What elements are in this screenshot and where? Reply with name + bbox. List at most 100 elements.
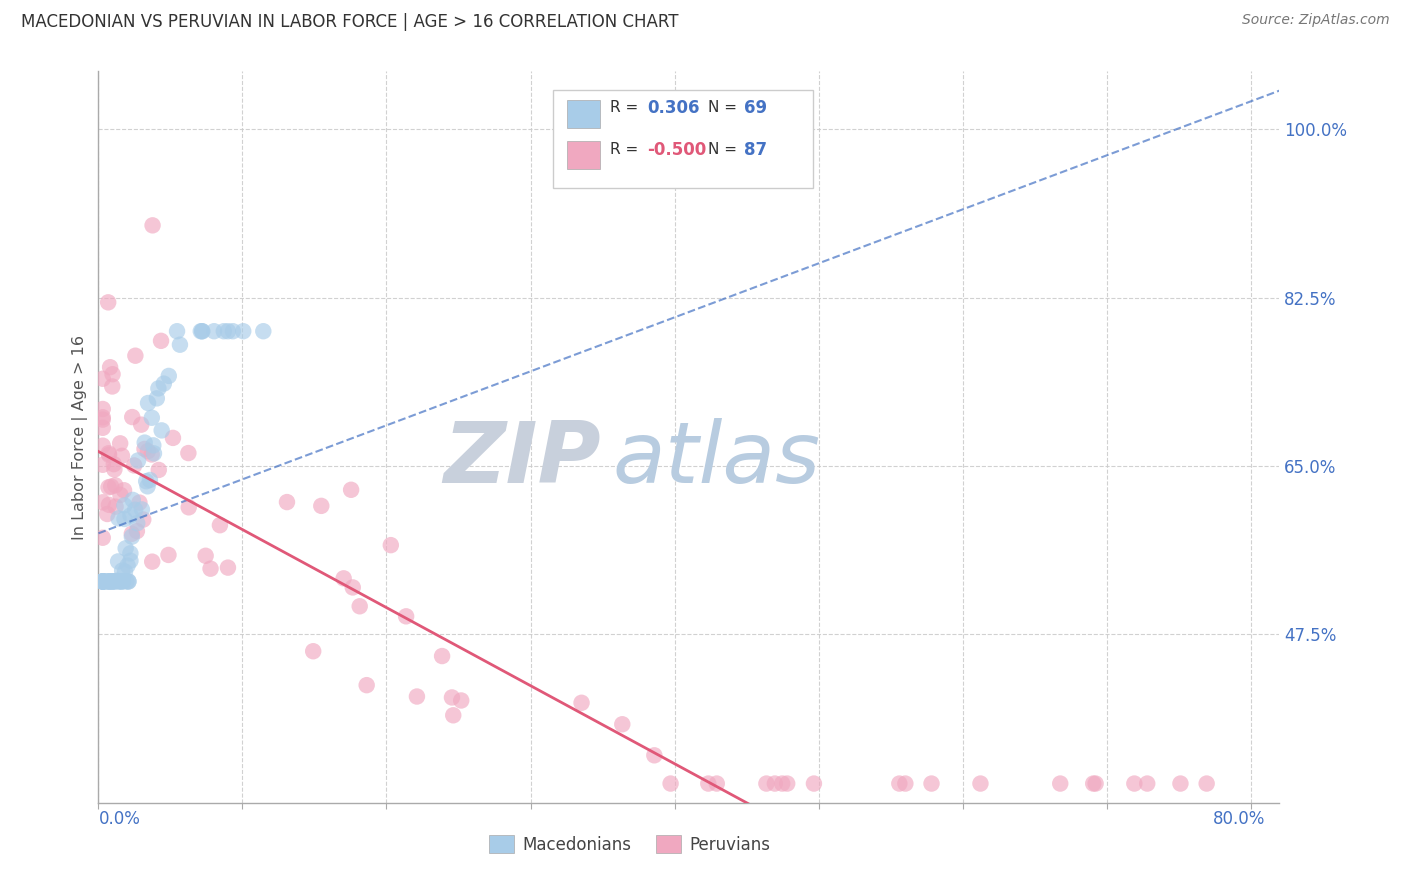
Point [208, 518, 231, 533]
Point [98, 574, 121, 589]
Point [134, 442, 156, 456]
Point [191, 324, 214, 338]
Point [110, 574, 132, 589]
Point [121, 492, 143, 507]
Point [349, 599, 371, 614]
Point [803, 776, 825, 790]
Point [91, 531, 114, 545]
Point [97, 446, 120, 460]
Text: atlas: atlas [612, 417, 820, 500]
Point [96, 507, 118, 521]
Y-axis label: In Labor Force | Age > 16: In Labor Force | Age > 16 [72, 334, 87, 540]
Point [114, 565, 136, 579]
Point [430, 648, 453, 663]
Point [110, 574, 132, 589]
Text: R =: R = [610, 101, 643, 115]
Point [111, 564, 134, 578]
Text: R =: R = [610, 142, 643, 157]
Point [111, 574, 134, 589]
Point [129, 417, 152, 432]
Point [969, 776, 991, 790]
Point [177, 446, 200, 460]
Point [232, 324, 254, 338]
Point [97, 498, 120, 512]
Point [1049, 776, 1071, 790]
Point [135, 475, 157, 489]
Point [148, 381, 170, 395]
Point [157, 368, 180, 383]
Bar [567, 141, 600, 169]
Point [1170, 776, 1192, 790]
Point [643, 748, 665, 763]
Point [311, 499, 333, 513]
Point [104, 574, 127, 589]
Point [100, 480, 122, 494]
Point [91, 574, 114, 589]
Point [763, 776, 786, 790]
Point [302, 644, 325, 658]
Point [91, 412, 114, 426]
Point [755, 776, 778, 790]
Point [157, 548, 180, 562]
Point [1136, 776, 1159, 790]
Point [200, 562, 222, 576]
Point [276, 495, 298, 509]
Point [97, 480, 120, 494]
Point [128, 495, 150, 509]
Point [91, 410, 114, 425]
Point [191, 324, 214, 338]
Point [142, 438, 165, 452]
Point [894, 776, 917, 790]
Point [776, 776, 799, 790]
Point [1083, 776, 1105, 790]
Point [136, 444, 159, 458]
Point [190, 324, 212, 338]
Point [125, 524, 148, 538]
Point [141, 410, 163, 425]
Point [107, 574, 129, 589]
Point [91, 495, 114, 509]
Point [124, 349, 146, 363]
Point [1123, 776, 1146, 790]
Point [103, 462, 125, 476]
Point [148, 463, 170, 477]
Point [212, 324, 235, 338]
Point [612, 717, 634, 731]
Point [117, 574, 139, 589]
Point [107, 511, 129, 525]
Point [91, 574, 114, 589]
Point [110, 488, 132, 502]
Point [96, 574, 118, 589]
Bar [567, 100, 600, 128]
Point [1195, 776, 1218, 790]
Text: 80.0%: 80.0% [1213, 811, 1265, 829]
Point [146, 392, 169, 406]
Text: N =: N = [707, 101, 742, 115]
Point [659, 776, 682, 790]
Point [91, 372, 114, 386]
Point [124, 502, 146, 516]
Text: N =: N = [707, 142, 742, 157]
Point [121, 530, 143, 544]
Point [380, 538, 402, 552]
Text: 87: 87 [744, 141, 768, 159]
Legend: Macedonians, Peruvians: Macedonians, Peruvians [482, 829, 778, 860]
Point [107, 554, 129, 568]
Point [98, 360, 121, 375]
Point [97, 574, 120, 589]
Point [121, 526, 143, 541]
Point [104, 478, 127, 492]
Point [101, 574, 124, 589]
Point [93, 574, 115, 589]
Point [406, 690, 429, 704]
Point [114, 512, 136, 526]
Point [440, 690, 463, 705]
Point [91, 574, 114, 589]
Point [111, 449, 134, 463]
Point [202, 324, 225, 338]
Point [91, 574, 114, 589]
Point [120, 508, 142, 523]
Point [770, 776, 793, 790]
Point [571, 696, 593, 710]
Point [117, 558, 139, 573]
